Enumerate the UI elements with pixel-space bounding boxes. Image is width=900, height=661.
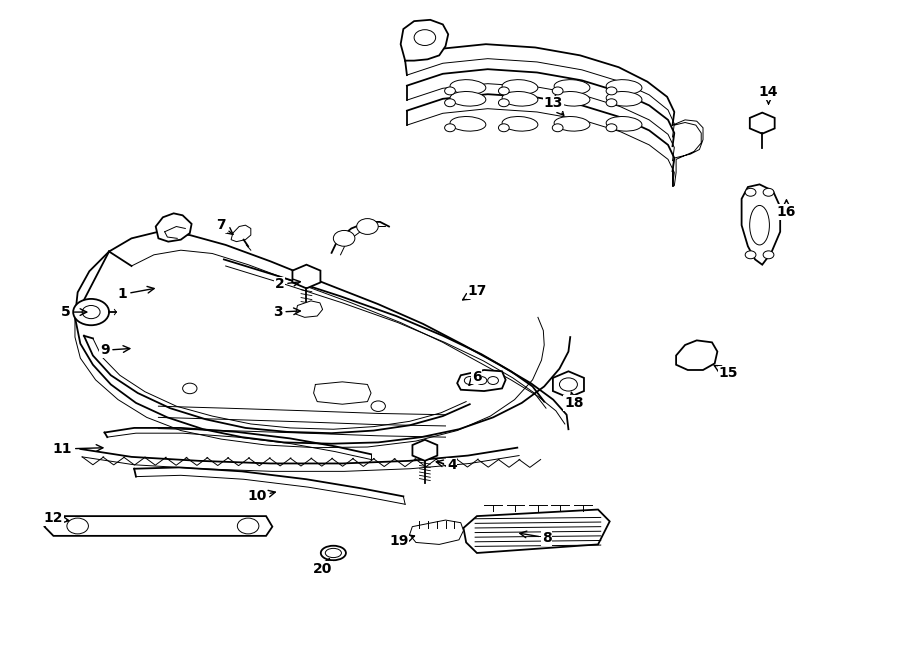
- Text: 3: 3: [273, 305, 301, 319]
- Circle shape: [488, 377, 499, 385]
- Ellipse shape: [607, 91, 642, 106]
- Polygon shape: [44, 516, 273, 536]
- Text: 10: 10: [248, 489, 275, 504]
- Text: 6: 6: [469, 369, 482, 385]
- Circle shape: [606, 98, 616, 106]
- Text: 8: 8: [520, 531, 552, 545]
- Text: 9: 9: [100, 343, 130, 357]
- Polygon shape: [400, 20, 448, 61]
- Text: 15: 15: [715, 366, 738, 380]
- Circle shape: [356, 219, 378, 235]
- Text: 16: 16: [777, 200, 797, 219]
- Polygon shape: [742, 184, 780, 264]
- Ellipse shape: [325, 549, 341, 558]
- Circle shape: [499, 98, 509, 106]
- Circle shape: [553, 87, 563, 95]
- Circle shape: [183, 383, 197, 394]
- Circle shape: [745, 251, 756, 258]
- Circle shape: [82, 305, 100, 319]
- Ellipse shape: [554, 80, 590, 95]
- Circle shape: [445, 124, 455, 132]
- Polygon shape: [457, 370, 506, 391]
- Ellipse shape: [554, 116, 590, 131]
- Circle shape: [606, 87, 616, 95]
- Circle shape: [73, 299, 109, 325]
- Text: 1: 1: [118, 286, 154, 301]
- Text: 20: 20: [313, 559, 332, 576]
- Ellipse shape: [320, 546, 346, 561]
- Circle shape: [238, 518, 259, 534]
- Text: 2: 2: [274, 278, 301, 292]
- Circle shape: [445, 87, 455, 95]
- Circle shape: [499, 87, 509, 95]
- Circle shape: [763, 251, 774, 258]
- Ellipse shape: [450, 91, 486, 106]
- Circle shape: [745, 188, 756, 196]
- Circle shape: [464, 377, 475, 385]
- Ellipse shape: [554, 91, 590, 106]
- Ellipse shape: [502, 116, 538, 131]
- Ellipse shape: [502, 91, 538, 106]
- Text: 13: 13: [544, 97, 563, 115]
- Circle shape: [414, 30, 436, 46]
- Ellipse shape: [450, 80, 486, 95]
- Polygon shape: [296, 301, 322, 317]
- Ellipse shape: [502, 80, 538, 95]
- Circle shape: [445, 98, 455, 106]
- Circle shape: [763, 188, 774, 196]
- Text: 11: 11: [52, 442, 103, 456]
- Text: 5: 5: [61, 305, 86, 319]
- Polygon shape: [410, 520, 464, 545]
- Text: 14: 14: [759, 85, 778, 104]
- Polygon shape: [231, 225, 251, 242]
- Polygon shape: [676, 340, 717, 370]
- Ellipse shape: [450, 116, 486, 131]
- Text: 19: 19: [389, 534, 415, 548]
- Text: 17: 17: [463, 284, 487, 300]
- Circle shape: [606, 124, 616, 132]
- Circle shape: [560, 378, 578, 391]
- Ellipse shape: [607, 116, 642, 131]
- Ellipse shape: [750, 206, 770, 245]
- Ellipse shape: [607, 80, 642, 95]
- Circle shape: [476, 377, 487, 385]
- Polygon shape: [156, 214, 192, 242]
- Text: 7: 7: [216, 218, 233, 235]
- Text: 12: 12: [44, 511, 69, 525]
- Circle shape: [371, 401, 385, 411]
- Text: 18: 18: [564, 392, 583, 410]
- Circle shape: [499, 124, 509, 132]
- Circle shape: [333, 231, 355, 247]
- Circle shape: [553, 124, 563, 132]
- Text: 4: 4: [436, 459, 456, 473]
- Circle shape: [553, 98, 563, 106]
- Polygon shape: [464, 510, 609, 553]
- Circle shape: [67, 518, 88, 534]
